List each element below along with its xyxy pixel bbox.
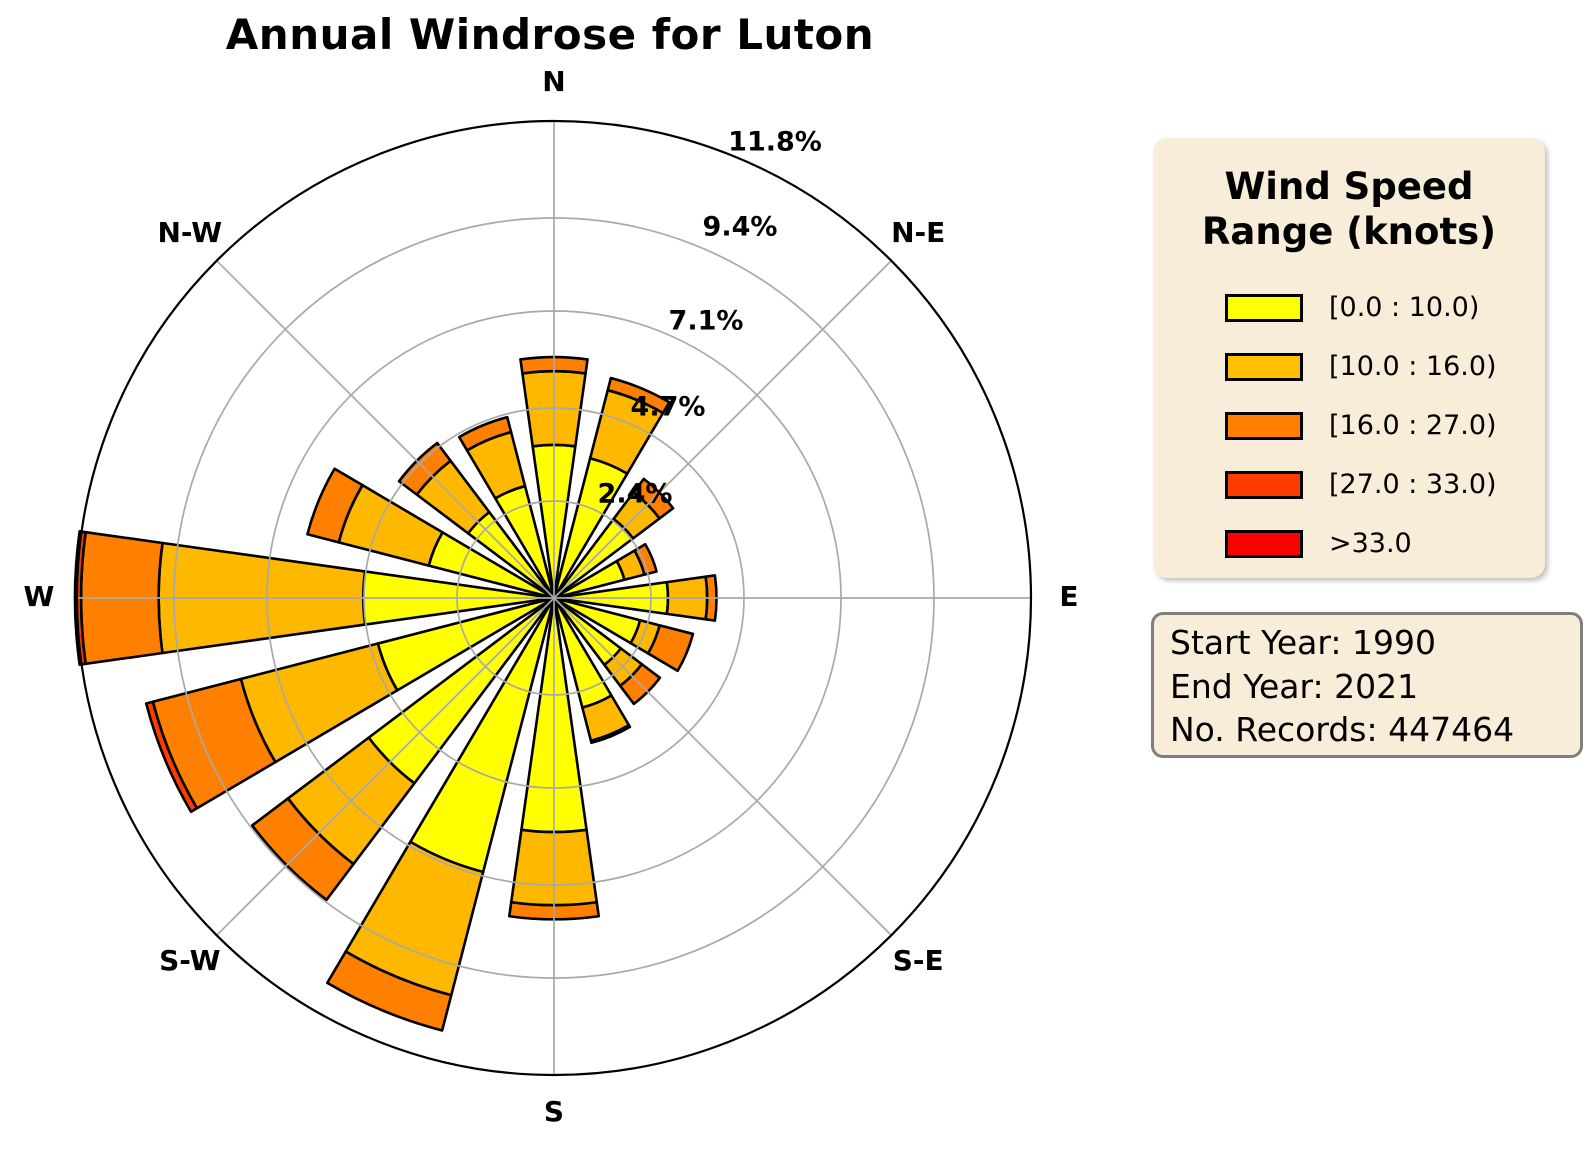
- polar-spoke: [553, 597, 892, 936]
- radial-tick-label: 11.8%: [728, 127, 822, 158]
- windrose-sector-ESE-[16.0 : 27.0): [646, 624, 695, 673]
- compass-label-W: W: [24, 580, 55, 613]
- polar-spoke: [216, 260, 555, 599]
- polar-gridline: [173, 217, 935, 979]
- windrose-sector-NNE-[16.0 : 27.0): [606, 376, 671, 415]
- legend-row: [27.0 : 33.0): [1225, 455, 1545, 514]
- radial-tick-label: 2.4%: [598, 479, 673, 510]
- radial-tick-label: 7.1%: [669, 306, 744, 337]
- windrose-sector-SSW-[16.0 : 27.0): [325, 950, 453, 1032]
- compass-label-S-W: S-W: [159, 944, 221, 977]
- legend-row: [0.0 : 10.0): [1225, 278, 1545, 337]
- info-records: No. Records: 447464: [1170, 710, 1515, 750]
- compass-label-E: E: [1059, 580, 1078, 613]
- windrose-sector-SSE-[16.0 : 27.0): [589, 723, 632, 745]
- radial-tick-label: 4.7%: [631, 392, 706, 423]
- compass-label-N: N: [542, 65, 565, 98]
- windrose-sector-WNW-[16.0 : 27.0): [306, 467, 364, 544]
- legend-swatch-icon: [1225, 411, 1303, 440]
- compass-label-N-E: N-E: [891, 216, 945, 249]
- legend-box: Wind Speed Range (knots) [0.0 : 10.0) [10…: [1153, 138, 1545, 578]
- compass-label-S-E: S-E: [893, 944, 944, 977]
- legend-items: [0.0 : 10.0) [10.0 : 16.0) [16.0 : 27.0) [2…: [1153, 278, 1545, 573]
- polar-spoke: [216, 597, 555, 936]
- legend-label: >33.0: [1329, 528, 1412, 560]
- polar-gridline: [266, 310, 842, 886]
- legend-label: [27.0 : 33.0): [1329, 469, 1497, 501]
- legend-swatch-icon: [1225, 470, 1303, 499]
- legend-row: >33.0: [1225, 514, 1545, 573]
- legend-swatch-icon: [1225, 529, 1303, 558]
- polar-gridline: [456, 500, 652, 696]
- compass-label-S: S: [544, 1095, 564, 1128]
- windrose-sector-NNW-[16.0 : 27.0): [457, 415, 513, 452]
- legend-label: [10.0 : 16.0): [1329, 351, 1497, 383]
- legend-row: [16.0 : 27.0): [1225, 396, 1545, 455]
- polar-outer-ring: [75, 119, 1033, 1077]
- legend-label: [0.0 : 10.0): [1329, 292, 1480, 324]
- compass-label-N-W: N-W: [157, 216, 222, 249]
- windrose-sector-WSW-[27.0 : 33.0): [144, 700, 199, 814]
- polar-spoke: [553, 260, 892, 599]
- info-end-year: End Year: 2021: [1170, 666, 1419, 706]
- legend-title: Wind Speed Range (knots): [1201, 165, 1497, 254]
- legend-swatch-icon: [1225, 293, 1303, 322]
- radial-tick-label: 9.4%: [703, 212, 778, 243]
- page-title: Annual Windrose for Luton: [225, 10, 875, 59]
- legend-swatch-icon: [1225, 352, 1303, 381]
- legend-row: [10.0 : 16.0): [1225, 337, 1545, 396]
- info-box: Start Year: 1990 End Year: 2021 No. Reco…: [1151, 612, 1583, 758]
- windrose-chart: 2.4% 4.7% 7.1% 9.4% 11.8% N N-E E S-E S S-W W N-W: [24, 65, 1079, 1128]
- info-start-year: Start Year: 1990: [1170, 623, 1436, 662]
- polar-gridline: [363, 407, 745, 789]
- legend-label: [16.0 : 27.0): [1329, 410, 1497, 442]
